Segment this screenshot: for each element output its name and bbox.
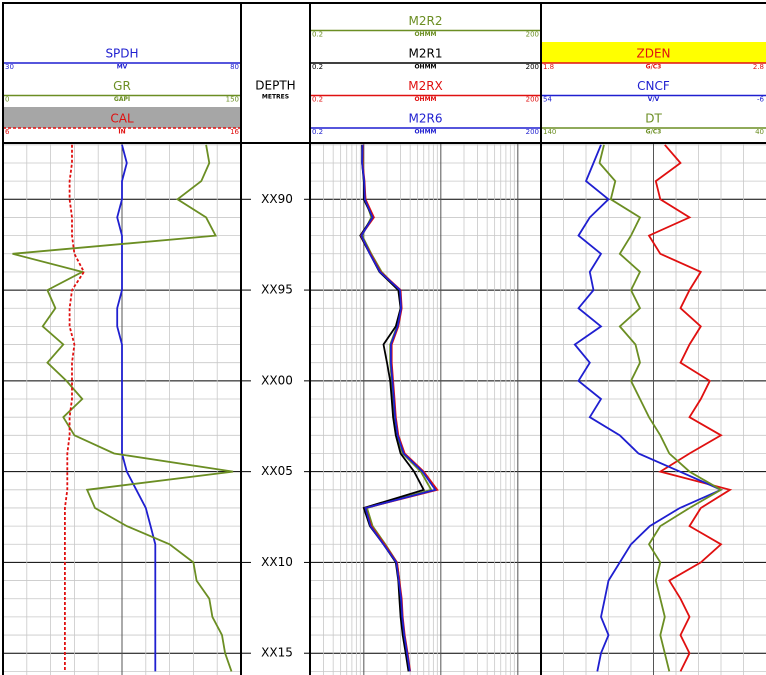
scale-right: -6 [757,96,765,104]
curve-unit: G/C3 [646,129,662,136]
log-curve [116,144,157,672]
scale-right: 80 [230,63,239,71]
header-band [541,42,766,63]
scale-right: 2.8 [753,63,764,71]
scale-left: 0.2 [312,96,323,104]
log-curve [64,144,85,672]
depth-label: XX90 [261,192,293,206]
curve-name: DT [645,112,662,126]
curve-name: GR [113,79,131,93]
curve-name: M2R2 [409,14,443,28]
track-grid [541,143,766,675]
curve-unit: OHMM [414,96,436,103]
curve-name: M2R6 [409,112,443,126]
curve-unit: V/V [648,96,660,103]
track-grid [309,143,542,675]
scale-right: 200 [526,63,539,71]
curve-unit: GAPI [114,96,130,103]
scale-right: 200 [526,128,539,136]
curve-name: ZDEN [636,47,670,61]
header-band [3,107,241,128]
scale-right: 200 [526,31,539,39]
scale-left: 0 [5,96,9,104]
curve-unit: MV [117,64,128,71]
curve-name: M2R1 [409,47,443,61]
depth-unit: METRES [262,94,289,101]
curve-name: CNCF [637,79,670,93]
curve-unit: OHMM [414,129,436,136]
scale-left: 0.2 [312,63,323,71]
curve-unit: OHMM [414,31,436,38]
curve-name: SPDH [105,47,138,61]
scale-left: 54 [543,96,552,104]
scale-left: 140 [543,128,556,136]
curve-name: CAL [110,112,134,126]
scale-right: 200 [526,96,539,104]
log-curve [573,144,724,672]
depth-label: XX15 [261,646,293,660]
depth-label: XX95 [261,283,293,297]
curve-unit: G/C3 [646,64,662,71]
depth-label: XX00 [261,373,293,387]
curve-unit: OHMM [414,64,436,71]
log-curve [361,144,433,672]
scale-right: 16 [230,128,239,136]
depth-label: XX10 [261,555,293,569]
scale-left: 0.2 [312,31,323,39]
curve-unit: IN [118,129,125,136]
scale-right: 40 [755,128,764,136]
log-curve [12,144,234,672]
scale-left: 1.8 [543,63,554,71]
depth-label: XX05 [261,464,293,478]
log-curve [360,144,437,672]
log-curve [598,144,723,672]
scale-left: 0.2 [312,128,323,136]
scale-left: 6 [5,128,10,136]
scale-right: 150 [226,96,239,104]
scale-left: 30 [5,63,14,71]
log-curve [647,144,733,672]
depth-header: DEPTH [255,79,295,93]
curve-name: M2RX [408,79,443,93]
